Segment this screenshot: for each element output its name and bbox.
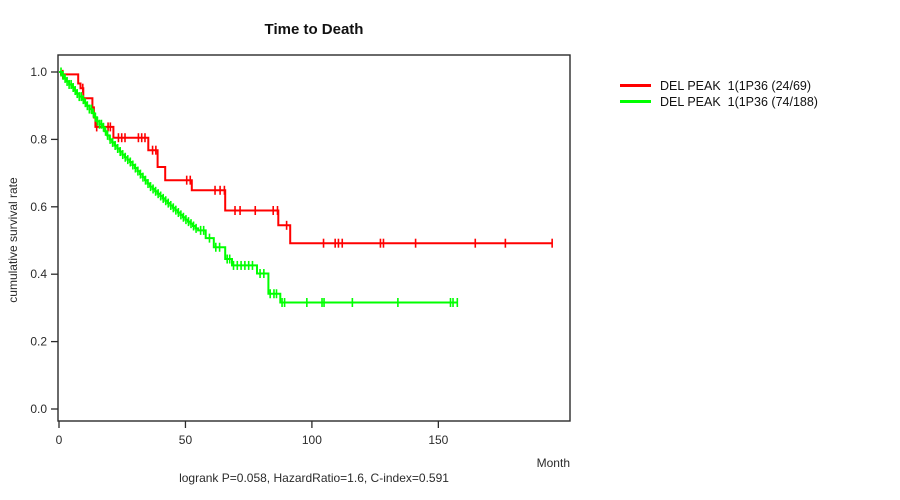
- x-tick-label: 150: [428, 433, 448, 447]
- y-tick-label: 0.4: [30, 267, 47, 281]
- plot-border: [57, 54, 571, 422]
- stats-caption: logrank P=0.058, HazardRatio=1.6, C-inde…: [179, 471, 449, 485]
- y-tick-label: 0.8: [30, 132, 47, 146]
- y-tick-label: 0.2: [30, 335, 47, 349]
- legend-row-red: DEL PEAK 1(1P36 (24/69): [620, 78, 818, 93]
- green-survival-curve: [59, 71, 458, 304]
- legend: DEL PEAK 1(1P36 (24/69) DEL PEAK 1(1P36 …: [620, 78, 818, 109]
- y-tick-label: 0.0: [30, 402, 47, 416]
- x-tick-label: 0: [56, 433, 63, 447]
- y-tick-label: 1.0: [30, 65, 47, 79]
- legend-label-green: DEL PEAK 1(1P36 (74/188): [660, 94, 818, 109]
- y-tick-label: 0.6: [30, 200, 47, 214]
- green-line-swatch: [620, 100, 651, 103]
- red-line-swatch: [620, 84, 651, 87]
- legend-row-green: DEL PEAK 1(1P36 (74/188): [620, 94, 818, 109]
- x-tick-label: 50: [179, 433, 193, 447]
- legend-label-red: DEL PEAK 1(1P36 (24/69): [660, 78, 812, 93]
- x-axis-title: Month: [536, 456, 570, 470]
- x-tick-label: 100: [302, 433, 322, 447]
- red-survival-curve: [59, 71, 553, 245]
- chart-title: Time to Death: [264, 21, 364, 38]
